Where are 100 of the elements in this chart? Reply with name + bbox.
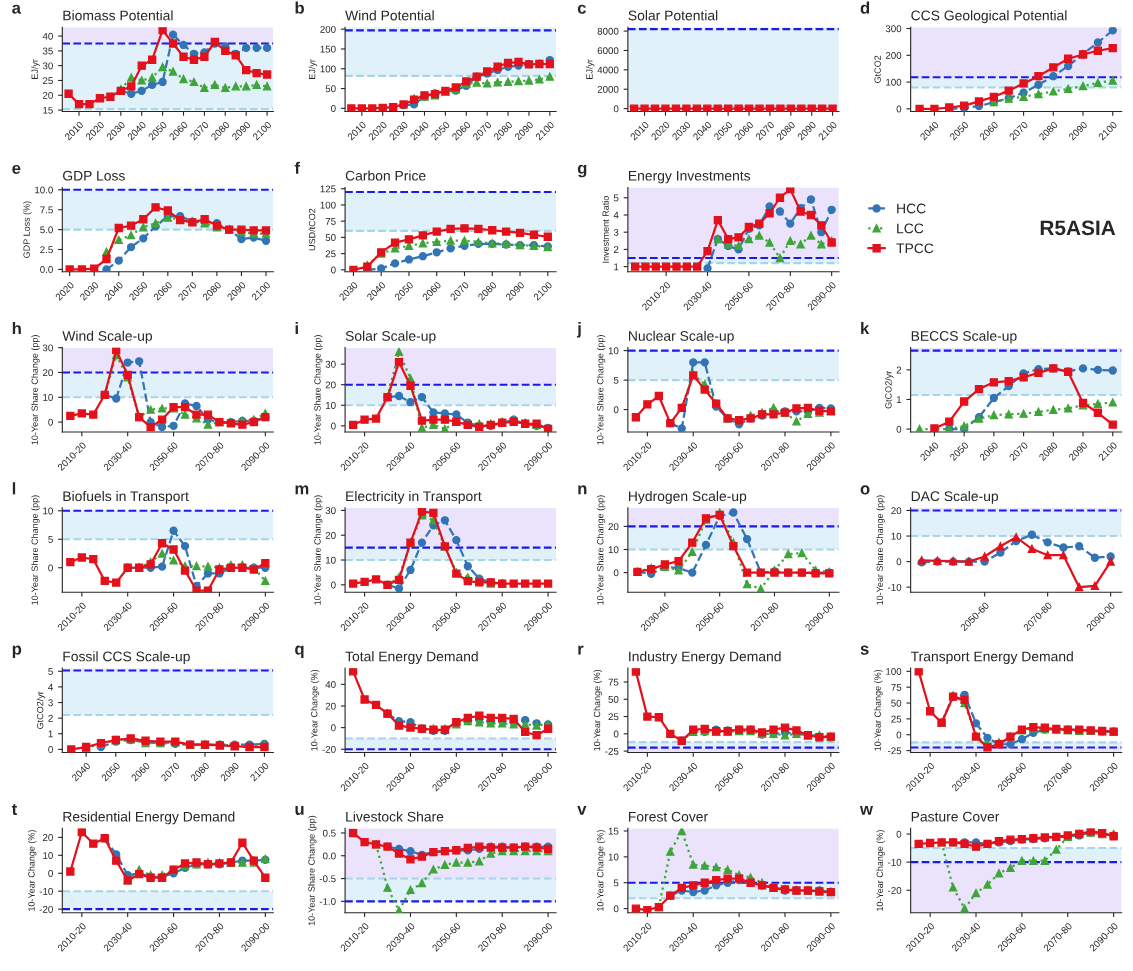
y-tick-label: 0 [48,564,53,572]
y-tick-label: 100 [320,201,336,209]
text: p [12,645,22,659]
y-tick-label: 0 [896,558,902,566]
y-axis-title: USD/tCO2 [308,208,316,251]
y-tick-label: 10 [608,546,619,554]
y-axis-title: 10-Year Change (%) [876,830,885,911]
text: w [859,806,873,815]
y-tick-label: 10 [608,347,619,355]
y-tick-label: 20 [42,91,53,99]
text: t [11,803,18,815]
y-tick-label: 1 [614,263,619,271]
y-tick-label: 125 [320,185,336,193]
y-tick-label: 20 [42,834,53,841]
y-tick-label: 0 [613,730,619,738]
y-tick-label: 20 [42,369,53,377]
text: b [295,1,304,14]
chart-title: Biofuels in Transport [63,490,189,504]
y-axis-title: GDP Loss (%) [23,201,32,258]
y-axis-title: 10-Year Change (%) [310,669,320,751]
y-tick-label: 20 [325,702,336,710]
y-tick-label: 5 [48,536,53,543]
y-tick-label: 0 [896,731,902,739]
chart-title: Solar Scale-up [345,330,436,344]
y-tick-label: 5.0 [40,226,53,234]
text: a [12,4,22,14]
y-axis-title: 10-Year Share Change (pp) [596,495,606,605]
y-tick-label: -20 [39,905,53,913]
y-tick-label: 10 [325,402,336,409]
y-tick-label: 20 [608,523,619,531]
y-tick-label: 4 [48,683,53,691]
y-tick-label: -10 [39,887,53,895]
text: u [295,806,304,815]
y-tick-label: 20 [325,381,336,389]
y-tick-label: 10 [891,532,902,540]
y-tick-label: 25 [608,713,619,721]
chart-title: Residential Energy Demand [63,811,235,825]
y-tick-label: 15 [608,827,619,835]
y-tick-label: 2.5 [40,246,53,254]
y-tick-label: 20 [325,531,336,539]
text: d [860,1,870,14]
y-tick-label: 50 [325,85,336,93]
chart-title: Wind Scale-up [62,330,153,344]
text: e [12,164,21,175]
text: k [861,322,870,335]
y-tick-label: 5 [613,194,619,202]
y-tick-label: 0 [48,746,53,753]
text: v [577,806,587,815]
y-axis-title: GtCO2 [874,55,881,83]
text: s [860,645,869,655]
legend-label: TPCC [896,243,934,254]
y-tick-label: 10 [608,853,619,861]
chart-title: GDP Loss [63,170,125,181]
text: r [578,645,584,655]
y-axis-title: 10-Year Share Change (pp) [308,815,317,926]
y-tick-label: 25 [891,715,902,723]
y-tick-label: 0 [613,569,619,577]
chart-title: Wind Potential [345,10,434,21]
y-tick-label: 3 [48,699,53,707]
y-tick-label: 300 [885,25,902,33]
text: c [577,4,586,14]
text: q [295,645,304,659]
y-axis-title: 10-Year Share Change (pp) [31,495,40,605]
chart-title: Fossil CCS Scale-up [63,651,190,665]
chart-title: BECCS Scale-up [911,330,1017,344]
chart-title: DAC Scale-up [911,490,999,504]
y-axis-title: 10-Year Change (%) [874,669,883,751]
y-tick-label: 2 [896,366,902,374]
text: i [295,322,298,335]
text: g [577,164,587,178]
y-tick-label: 2 [613,246,619,253]
y-axis-title: EJ/yr [308,59,318,79]
y-axis-title: GtCO2/yr [885,370,894,409]
y-tick-label: -10 [888,583,902,591]
y-tick-label: 0 [331,266,336,274]
y-tick-label: 30 [42,62,53,70]
y-tick-label: 0 [896,105,902,113]
y-tick-label: 0 [331,422,336,430]
y-tick-label: 10 [43,507,53,515]
chart-title: Solar Potential [628,10,718,21]
y-tick-label: 50 [608,696,619,703]
y-tick-label: 30 [325,360,336,368]
y-tick-label: 20 [891,507,902,515]
y-tick-label: 2000 [597,85,619,93]
y-axis-title: 10-Year Change (%) [596,830,606,911]
y-tick-label: 100 [886,78,902,86]
text: m [295,485,309,495]
y-tick-label: 200 [885,52,902,59]
y-tick-label: 0 [331,581,336,589]
y-tick-label: 75 [325,218,336,225]
y-tick-label: 10 [43,394,53,401]
y-tick-label: 4000 [597,66,619,74]
y-tick-label: 0 [48,870,53,877]
y-tick-label: 2 [48,714,53,722]
y-tick-label: 0 [331,724,336,732]
chart-title: Energy Investments [629,170,751,184]
y-tick-label: 0 [613,905,619,913]
y-axis-title: 10-Year Share Change (pp) [31,335,40,445]
y-tick-label: 5 [48,668,53,675]
y-tick-label: 75 [891,684,902,691]
